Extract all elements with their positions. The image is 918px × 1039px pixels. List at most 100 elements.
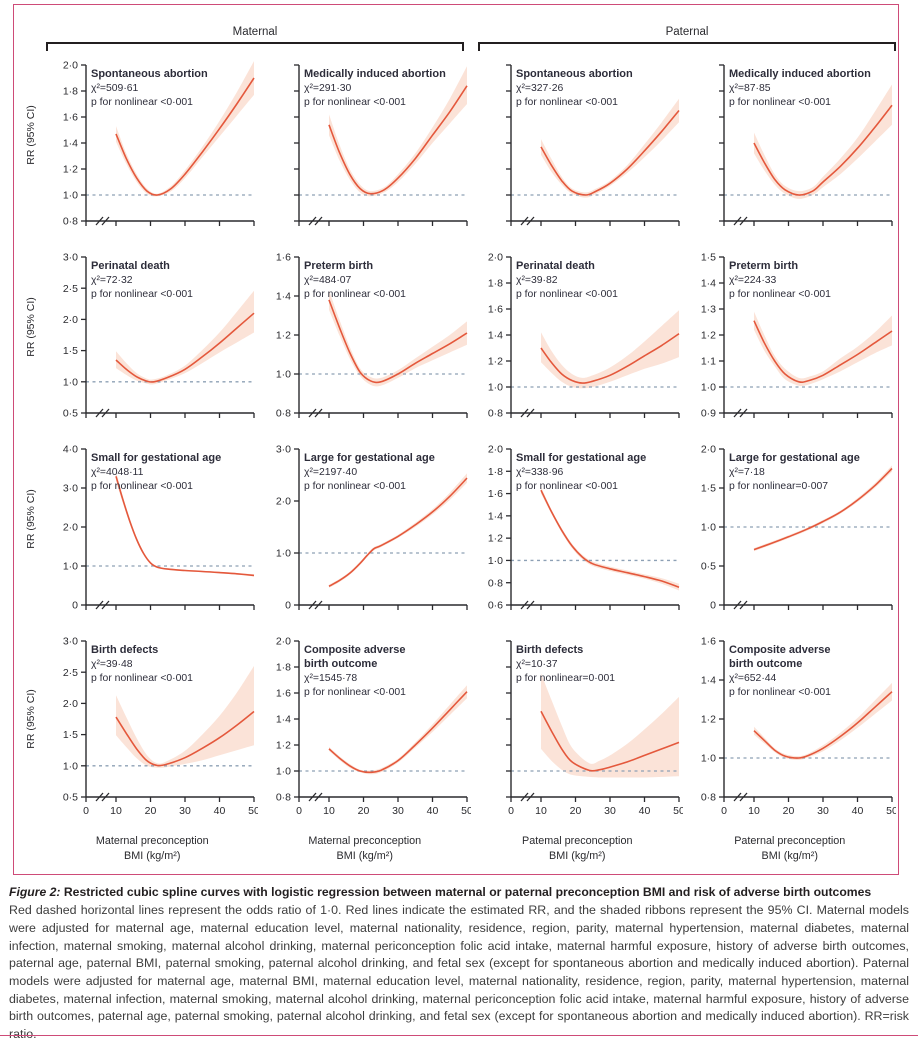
rr-curve: [753, 104, 893, 196]
paternal-group-label: Paternal: [665, 26, 709, 38]
svg-text:1·0: 1·0: [701, 753, 716, 765]
panel-perinatal-death-maternal: 0·5 1·0 1·5 2·0 2·5 3·0 Perinatal death χ²=72·3…: [63, 252, 255, 420]
svg-text:2·5: 2·5: [63, 667, 78, 679]
rr-curve: [753, 467, 893, 551]
chi-square-value: χ²=4048·11: [91, 467, 144, 478]
chi-square-value: χ²=72·32: [91, 275, 133, 286]
svg-text:1·0: 1·0: [701, 522, 716, 534]
x-title-spacer: [16, 834, 46, 863]
chi-square-value: χ²=291·30: [304, 83, 352, 94]
svg-text:2·0: 2·0: [276, 636, 291, 648]
panel-large-for-gestational-age-maternal: 0 1·0 2·0 3·0 Large for gestational age χ²=21…: [276, 444, 468, 612]
svg-text:1·8: 1·8: [488, 466, 503, 478]
caption-body: Red dashed horizontal lines represent th…: [9, 903, 909, 1039]
panel-title: birth outcome: [729, 658, 802, 670]
x-ticks: 0 10 20 30 40 50: [721, 792, 896, 817]
svg-text:1·2: 1·2: [276, 330, 291, 342]
svg-text:0·5: 0·5: [63, 408, 78, 420]
panel-title: Birth defects: [91, 644, 158, 656]
panel-cell: 0 1·0 2·0 3·0 4·0 Small for gestational age χ²…: [46, 437, 259, 623]
rr-curve: [328, 85, 468, 195]
panel-cell: Medically induced abortion χ²=291·30 p for…: [259, 53, 472, 239]
svg-text:50: 50: [248, 805, 258, 817]
panel-title: Perinatal death: [91, 260, 170, 272]
chi-square-value: χ²=87·85: [729, 83, 771, 94]
svg-text:0: 0: [721, 805, 727, 817]
svg-text:0·8: 0·8: [488, 408, 503, 420]
svg-text:4·0: 4·0: [63, 444, 78, 456]
rr-curve: [540, 489, 680, 588]
panel-title: Medically induced abortion: [304, 68, 446, 80]
svg-text:1·6: 1·6: [488, 488, 503, 500]
panel-cell: 0 0·5 1·0 1·5 2·0 Large for gestational age χ²…: [684, 437, 897, 623]
svg-text:1·4: 1·4: [701, 278, 716, 290]
svg-text:0: 0: [296, 805, 302, 817]
rr-95ci-label: RR (95% CI): [25, 489, 37, 549]
p-value: p for nonlinear <0·001: [91, 673, 193, 684]
panel-composite-adverse-birth-outcome-maternal: 0·8 1·0 1·2 1·4 1·6 1·8 2·0 0 10 20 30 40 50 Composit…: [276, 636, 471, 817]
svg-text:0: 0: [83, 805, 89, 817]
rr-curve: [540, 710, 680, 772]
ci-ribbon: [116, 61, 255, 197]
svg-text:1·8: 1·8: [63, 86, 78, 98]
chi-square-value: χ²=327·26: [516, 83, 564, 94]
group-headers: Maternal Paternal: [16, 9, 896, 51]
panel-cell: 0·5 1·0 1·5 2·0 2·5 3·0 0 10 20 30 40 50 Birth defec…: [46, 629, 259, 833]
svg-text:1·2: 1·2: [276, 740, 291, 752]
ci-ribbon: [328, 290, 467, 387]
svg-text:2·0: 2·0: [276, 496, 291, 508]
y-ticks: 0·6 0·8 1·0 1·2 1·4 1·6 1·8 2·0: [488, 444, 512, 612]
y-ticks: 0 1·0 2·0 3·0 4·0: [63, 444, 87, 612]
y-ticks: 0·5 1·0 1·5 2·0 2·5 3·0: [63, 252, 87, 420]
panel-annotations: Large for gestational age χ²=2197·40 p for…: [304, 452, 435, 492]
rr-95ci-label: RR (95% CI): [25, 105, 37, 165]
p-value: p for nonlinear <0·001: [516, 481, 618, 492]
x-ticks: 0 10 20 30 40 50: [508, 792, 683, 817]
svg-text:30: 30: [179, 805, 191, 817]
chi-square-value: χ²=652·44: [729, 673, 777, 684]
svg-text:1·0: 1·0: [63, 760, 78, 772]
p-value: p for nonlinear <0·001: [516, 97, 618, 108]
svg-text:3·0: 3·0: [276, 444, 291, 456]
rr-curve: [753, 320, 893, 384]
panel-medically-induced-abortion-paternal: Medically induced abortion χ²=87·85 p for …: [718, 64, 893, 226]
panel-perinatal-death-paternal: 0·8 1·0 1·2 1·4 1·6 1·8 2·0 Perinatal death χ²=3…: [488, 252, 680, 420]
svg-text:40: 40: [639, 805, 651, 817]
svg-text:20: 20: [782, 805, 794, 817]
chi-square-value: χ²=338·96: [516, 467, 564, 478]
ci-ribbon: [753, 465, 892, 552]
svg-text:1·0: 1·0: [63, 190, 78, 202]
svg-text:1·0: 1·0: [276, 548, 291, 560]
panel-annotations: Spontaneous abortion χ²=327·26 p for nonli…: [516, 68, 633, 108]
panel-title: Medically induced abortion: [729, 68, 871, 80]
svg-text:20: 20: [570, 805, 582, 817]
svg-text:1·4: 1·4: [276, 714, 291, 726]
svg-text:1·4: 1·4: [488, 330, 503, 342]
panel-annotations: Composite adverse birth outcome χ²=652·44 p…: [729, 644, 831, 698]
ci-ribbon: [541, 310, 680, 389]
panel-cell: Medically induced abortion χ²=87·85 p for …: [684, 53, 897, 239]
chi-square-value: χ²=7·18: [729, 467, 765, 478]
svg-text:2·5: 2·5: [63, 283, 78, 295]
panel-title: Spontaneous abortion: [91, 68, 208, 80]
svg-text:1·0: 1·0: [488, 382, 503, 394]
svg-text:1·5: 1·5: [701, 252, 716, 264]
x-ticks: [298, 216, 468, 226]
header-spacer: [16, 9, 46, 51]
svg-text:1·3: 1·3: [701, 304, 716, 316]
ci-ribbon: [116, 290, 255, 385]
caption-title-text: Restricted cubic spline curves with logi…: [63, 885, 872, 899]
panel-preterm-birth-paternal: 0·9 1·0 1·1 1·2 1·3 1·4 1·5 Preterm birth χ²=224…: [701, 252, 893, 420]
svg-text:1·6: 1·6: [701, 636, 716, 648]
svg-text:1·6: 1·6: [488, 304, 503, 316]
svg-text:10: 10: [323, 805, 335, 817]
svg-text:2·0: 2·0: [63, 698, 78, 710]
svg-text:0·8: 0·8: [276, 792, 291, 804]
panel-annotations: Perinatal death χ²=39·82 p for nonlinear <…: [516, 260, 618, 300]
svg-text:50: 50: [673, 805, 683, 817]
p-value: p for nonlinear <0·001: [516, 289, 618, 300]
panel-small-for-gestational-age-maternal: 0 1·0 2·0 3·0 4·0 Small for gestational age χ²…: [63, 444, 255, 612]
rr-95ci-label: RR (95% CI): [25, 297, 37, 357]
svg-text:1·2: 1·2: [701, 330, 716, 342]
